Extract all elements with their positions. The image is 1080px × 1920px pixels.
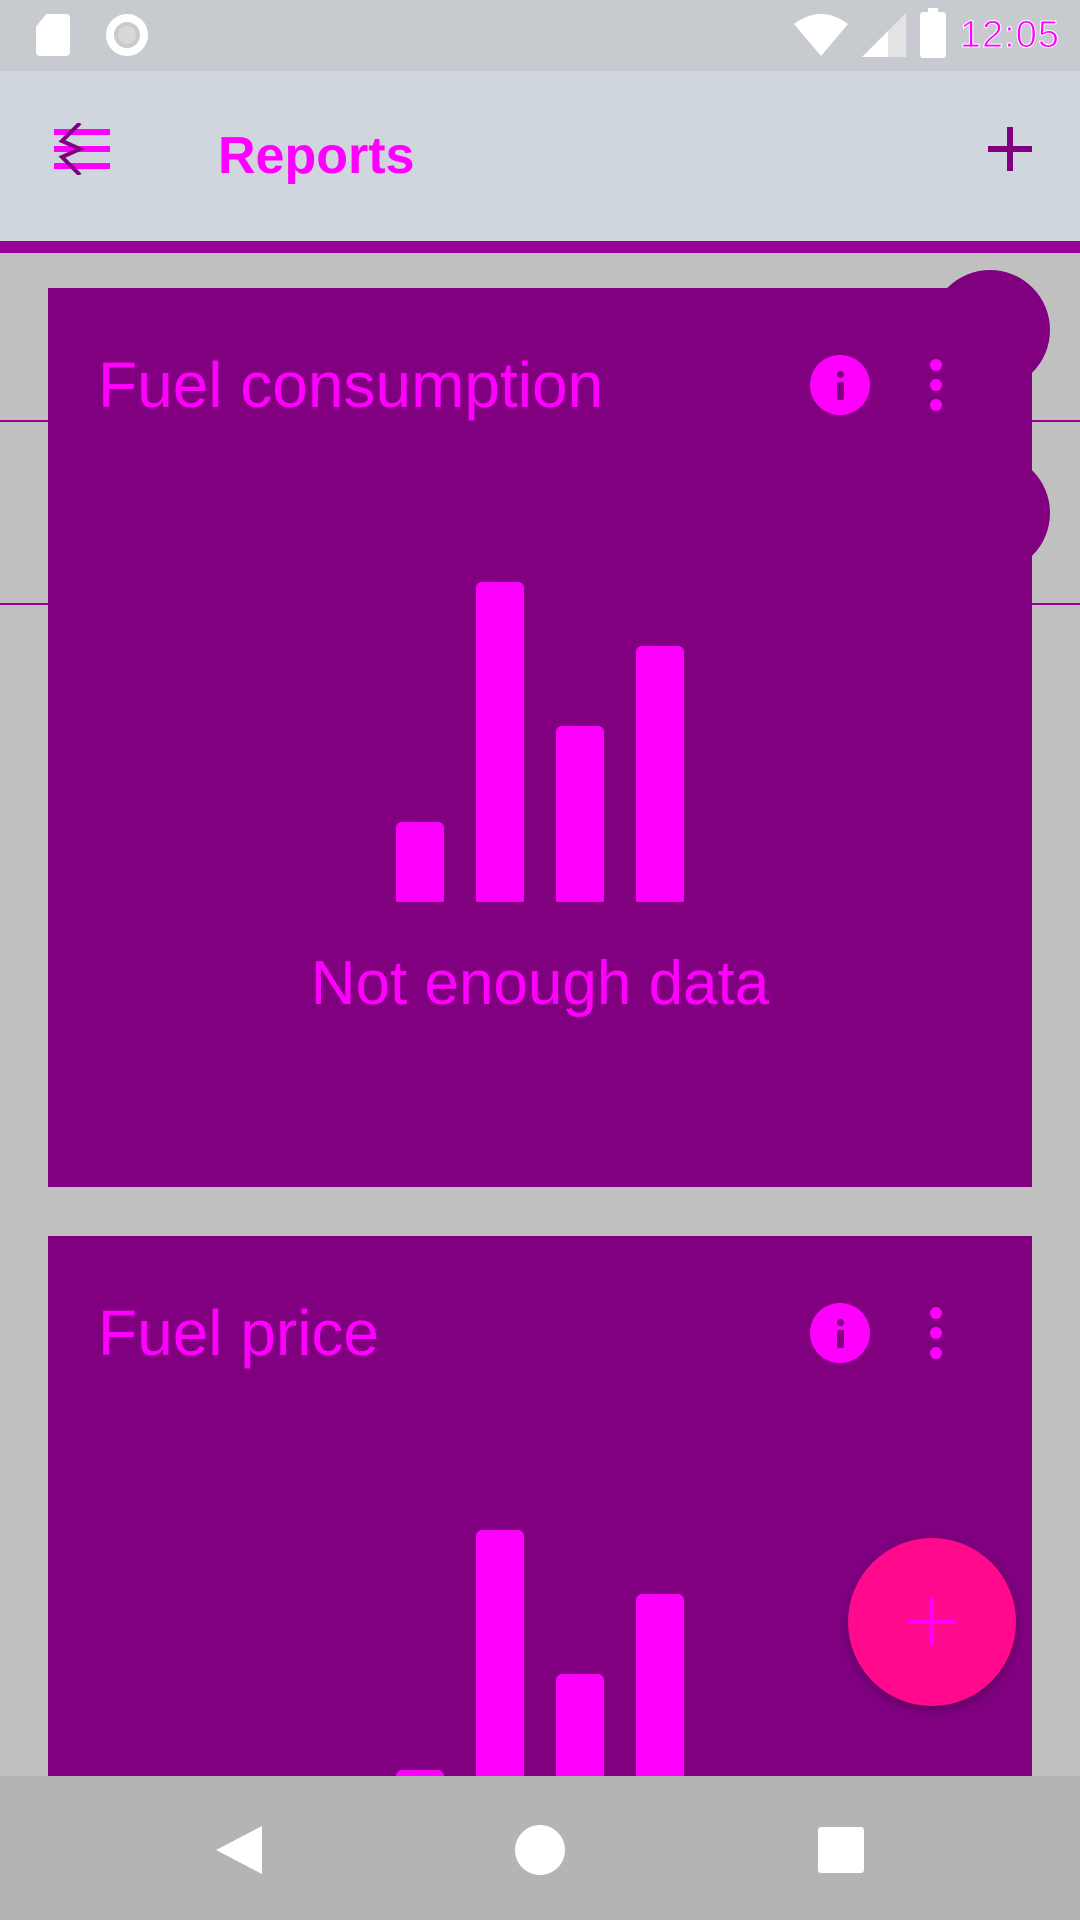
placeholder-bar	[636, 646, 684, 902]
sync-ring-icon	[106, 14, 148, 56]
cell-signal-icon	[861, 13, 906, 57]
system-nav-bar	[0, 1776, 1080, 1920]
status-system-icons: 12:05	[793, 8, 1060, 60]
empty-state-text: Not enough data	[310, 949, 770, 1018]
status-bar: 12:05	[0, 0, 1080, 71]
report-card-fuel-consumption[interactable]: Fuel consumption Not enough data	[48, 288, 1032, 1187]
battery-charging-icon	[919, 8, 946, 58]
placeholder-bar	[396, 1770, 444, 1776]
more-vert-icon[interactable]	[930, 1307, 942, 1359]
placeholder-bar	[636, 1594, 684, 1776]
recents-icon[interactable]	[818, 1827, 864, 1873]
placeholder-bar	[476, 1530, 524, 1776]
placeholder-bar	[556, 726, 604, 902]
app-bar-accent-line	[0, 241, 1080, 253]
placeholder-bar	[476, 582, 524, 902]
page-title: Reports	[218, 127, 415, 185]
sd-card-icon	[36, 14, 70, 56]
placeholder-bar	[556, 1674, 604, 1776]
card-title: Fuel price	[98, 1297, 379, 1369]
more-vert-icon[interactable]	[930, 359, 942, 411]
report-card-fuel-price[interactable]: Fuel price	[48, 1236, 1032, 1776]
card-title: Fuel consumption	[98, 349, 604, 421]
app-bar: Reports	[0, 71, 1080, 241]
status-notifications	[36, 14, 148, 56]
info-icon[interactable]	[810, 1303, 870, 1363]
home-icon[interactable]	[515, 1825, 565, 1875]
add-report-button[interactable]	[984, 123, 1036, 175]
add-entry-fab[interactable]	[848, 1538, 1016, 1706]
wifi-icon	[793, 14, 848, 56]
status-clock: 12:05	[959, 13, 1060, 56]
menu-sort-icon[interactable]	[50, 123, 116, 175]
back-icon[interactable]	[216, 1826, 262, 1874]
info-icon[interactable]	[810, 355, 870, 415]
placeholder-bar	[396, 822, 444, 902]
